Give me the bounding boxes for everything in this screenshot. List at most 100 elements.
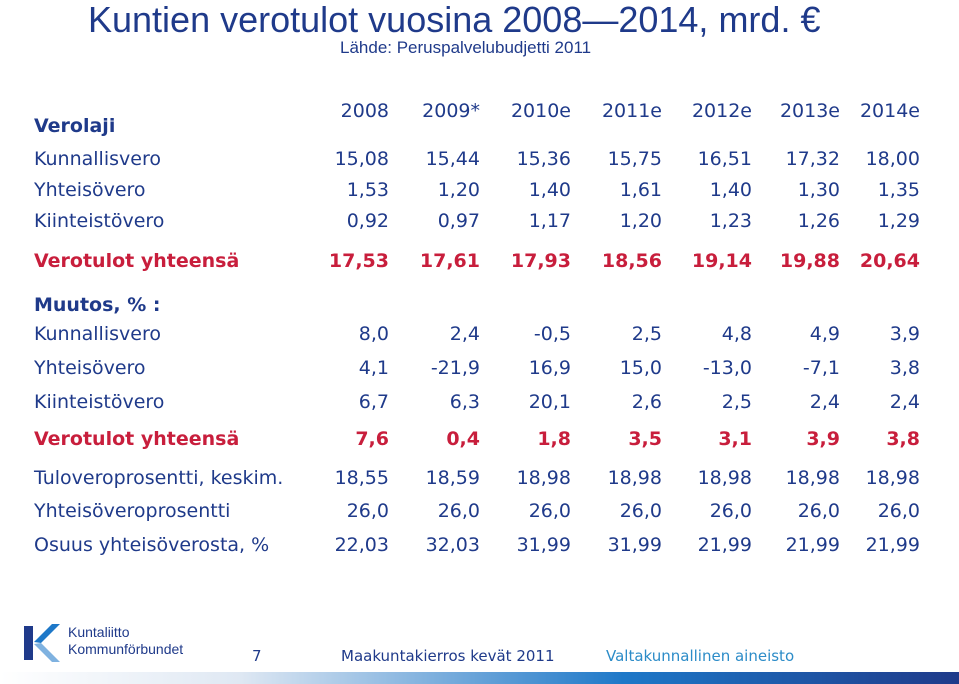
- page-title: Kuntien verotulot vuosina 2008—2014, mrd…: [88, 0, 821, 40]
- tax-row-value: 15,75: [607, 148, 662, 170]
- change-row-value: 2,4: [809, 391, 840, 413]
- change-row-value: 3,8: [889, 357, 920, 379]
- change-row-label: Kunnallisvero: [34, 323, 161, 345]
- rate-row-value: 26,0: [709, 500, 752, 522]
- total-row-value: 19,88: [779, 250, 840, 272]
- tax-row-value: 1,53: [346, 179, 389, 201]
- column-header-year: 2010e: [510, 100, 571, 122]
- change-row-value: 20,1: [528, 391, 571, 413]
- column-header-year: 2012e: [691, 100, 752, 122]
- change-row-value: 2,5: [721, 391, 752, 413]
- total-row-label: Verotulot yhteensä: [34, 250, 240, 272]
- kuntaliitto-logo: Kuntaliitto Kommunförbundet: [22, 622, 192, 666]
- rate-row-value: 26,0: [346, 500, 389, 522]
- rate-row-value: 18,55: [334, 467, 389, 489]
- change-heading: Muutos, % :: [34, 294, 161, 316]
- change-row-value: -21,9: [430, 357, 480, 379]
- total-row-value: 18,56: [601, 250, 662, 272]
- tax-row-value: 1,20: [619, 210, 662, 232]
- change-total-row-value: 7,6: [355, 428, 389, 450]
- tax-row-value: 15,44: [425, 148, 480, 170]
- change-total-row-label: Verotulot yhteensä: [34, 428, 240, 450]
- change-row-value: 4,8: [721, 323, 752, 345]
- tax-row-label: Yhteisövero: [34, 179, 146, 201]
- rate-row-value: 26,0: [528, 500, 571, 522]
- tax-row-value: 0,97: [437, 210, 480, 232]
- total-row-value: 19,14: [691, 250, 752, 272]
- rate-row-label: Osuus yhteisöverosta, %: [34, 534, 270, 556]
- rate-row-value: 21,99: [697, 534, 752, 556]
- rate-row-value: 32,03: [425, 534, 480, 556]
- tax-row-value: 0,92: [346, 210, 389, 232]
- change-row-value: 2,4: [889, 391, 920, 413]
- tax-row-label: Kunnallisvero: [34, 148, 161, 170]
- rate-row-value: 18,98: [785, 467, 840, 489]
- total-row-value: 17,93: [510, 250, 571, 272]
- total-row-value: 20,64: [859, 250, 920, 272]
- change-row-value: 15,0: [619, 357, 662, 379]
- change-row-value: 8,0: [358, 323, 389, 345]
- logo-line-2: Kommunförbundet: [68, 641, 184, 657]
- rate-row-value: 21,99: [865, 534, 920, 556]
- change-row-value: 4,9: [809, 323, 840, 345]
- column-header-year: 2013e: [779, 100, 840, 122]
- logo-mark-icon: [24, 624, 60, 662]
- change-total-row-value: 3,8: [886, 428, 920, 450]
- rate-row-value: 26,0: [619, 500, 662, 522]
- change-row-value: 4,1: [358, 357, 389, 379]
- tax-row-value: 15,36: [516, 148, 571, 170]
- tax-row-value: 1,20: [437, 179, 480, 201]
- change-total-row-value: 3,5: [628, 428, 662, 450]
- tax-row-value: 1,26: [797, 210, 840, 232]
- column-header-year: 2009*: [422, 100, 480, 122]
- tax-row-label: Kiinteistövero: [34, 210, 165, 232]
- footer-gradient-bar: [0, 672, 959, 684]
- rate-row-value: 18,98: [516, 467, 571, 489]
- total-row-value: 17,61: [419, 250, 480, 272]
- rate-row-value: 26,0: [797, 500, 840, 522]
- rate-row-value: 26,0: [877, 500, 920, 522]
- rate-row-label: Yhteisöveroprosentti: [34, 500, 231, 522]
- rate-row-value: 18,98: [607, 467, 662, 489]
- change-row-value: 2,6: [631, 391, 662, 413]
- tax-row-value: 1,35: [877, 179, 920, 201]
- tax-row-value: 15,08: [334, 148, 389, 170]
- rate-row-value: 18,98: [865, 467, 920, 489]
- change-row-value: -0,5: [533, 323, 571, 345]
- rate-row-value: 21,99: [785, 534, 840, 556]
- tax-row-value: 1,17: [528, 210, 571, 232]
- change-row-label: Kiinteistövero: [34, 391, 165, 413]
- tax-row-value: 1,30: [797, 179, 840, 201]
- change-row-label: Yhteisövero: [34, 357, 146, 379]
- tax-row-value: 18,00: [865, 148, 920, 170]
- source-subtitle: Lähde: Peruspalvelubudjetti 2011: [340, 38, 592, 57]
- total-row-value: 17,53: [328, 250, 389, 272]
- change-row-value: 2,5: [631, 323, 662, 345]
- tax-row-value: 1,40: [528, 179, 571, 201]
- tax-row-value: 1,29: [877, 210, 920, 232]
- change-total-row-value: 0,4: [446, 428, 480, 450]
- logo-line-1: Kuntaliitto: [68, 624, 130, 640]
- material-note: Valtakunnallinen aineisto: [606, 647, 795, 665]
- change-total-row-value: 3,9: [806, 428, 840, 450]
- rate-row-value: 18,98: [697, 467, 752, 489]
- change-total-row-value: 1,8: [537, 428, 571, 450]
- change-row-value: 6,7: [358, 391, 389, 413]
- change-total-row-value: 3,1: [718, 428, 752, 450]
- rate-row-value: 18,59: [425, 467, 480, 489]
- event-name: Maakuntakierros kevät 2011: [341, 647, 555, 665]
- change-row-value: -7,1: [802, 357, 840, 379]
- rate-row-value: 26,0: [437, 500, 480, 522]
- page-number: 7: [252, 647, 262, 665]
- column-header-year: 2011e: [601, 100, 662, 122]
- change-row-value: 3,9: [889, 323, 920, 345]
- tax-row-value: 1,61: [619, 179, 662, 201]
- tax-row-value: 1,40: [709, 179, 752, 201]
- change-row-value: 6,3: [449, 391, 480, 413]
- column-header-year: 2014e: [859, 100, 920, 122]
- tax-row-value: 16,51: [697, 148, 752, 170]
- change-row-value: 2,4: [449, 323, 480, 345]
- column-header-verolaji: Verolaji: [34, 115, 116, 137]
- rate-row-value: 22,03: [334, 534, 389, 556]
- tax-row-value: 17,32: [785, 148, 840, 170]
